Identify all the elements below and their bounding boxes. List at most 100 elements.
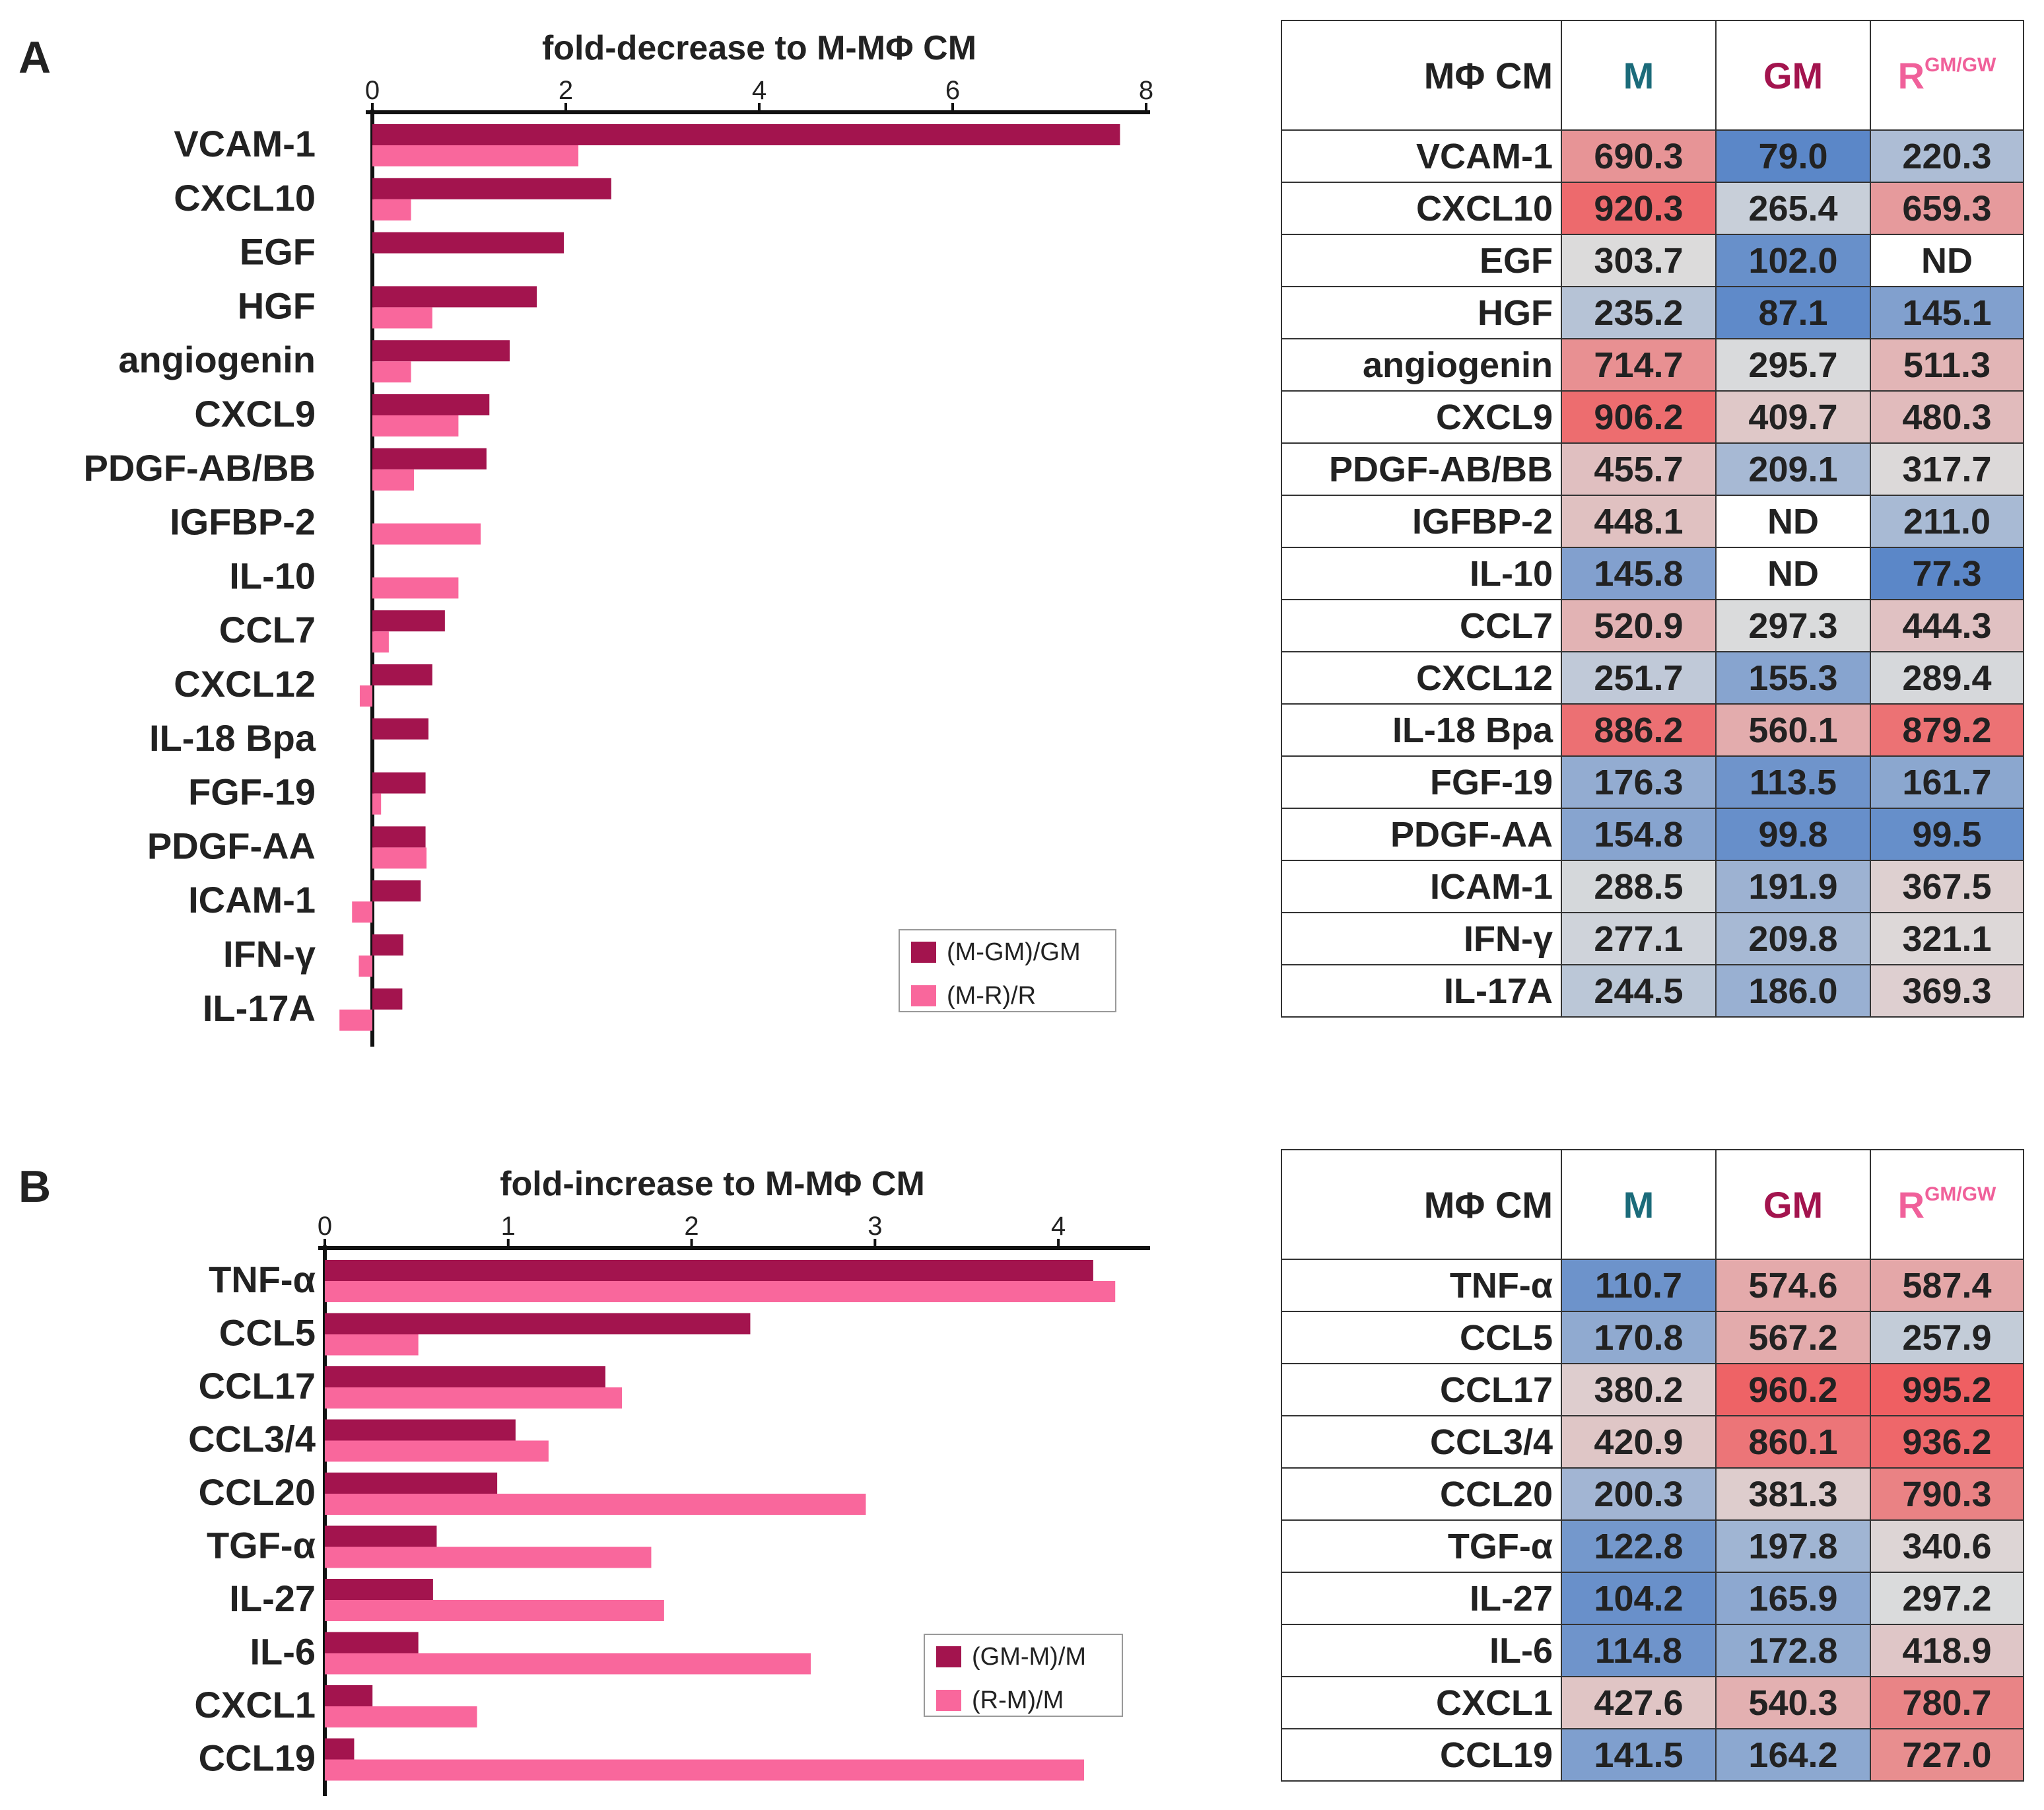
cell-gm: 197.8 [1715, 1519, 1871, 1573]
category-label: PDGF-AA [147, 825, 316, 866]
cell-gm: ND [1715, 547, 1871, 600]
row-label: ICAM-1 [1281, 860, 1562, 913]
category-label: IL-10 [229, 555, 316, 596]
row-label: CCL5 [1281, 1311, 1562, 1364]
bar-series-1 [325, 1579, 433, 1600]
cell-m: 110.7 [1561, 1259, 1717, 1312]
cell-gm: 381.3 [1715, 1467, 1871, 1521]
header-col-m: M [1561, 1149, 1717, 1260]
category-label: EGF [240, 231, 316, 273]
x-tick-label: 2 [684, 1212, 698, 1241]
row-label: TNF-α [1281, 1259, 1562, 1312]
bar-series-1 [325, 1738, 355, 1760]
legend-label: (GM-M)/M [972, 1643, 1086, 1671]
bar-series-2 [325, 1334, 419, 1356]
bar-series-1 [372, 340, 510, 362]
category-label: CCL20 [199, 1471, 316, 1513]
x-tick-label: 6 [945, 76, 960, 105]
header-col-r: RGM/GW [1870, 20, 2024, 131]
category-label: CXCL1 [194, 1684, 316, 1725]
row-label: CXCL9 [1281, 390, 1562, 444]
table-row: CXCL9 906.2 409.7 480.3 [1281, 390, 2024, 444]
panel-label-b: B [18, 1162, 51, 1212]
header-label: MΦ CM [1281, 1149, 1562, 1260]
legend-label: (R-M)/M [972, 1687, 1064, 1714]
row-label: PDGF-AB/BB [1281, 442, 1562, 496]
table-row: TNF-α 110.7 574.6 587.4 [1281, 1259, 2024, 1312]
row-label: TGF-α [1281, 1519, 1562, 1573]
chart-title: fold-increase to M-MΦ CM [500, 1165, 925, 1203]
header-label: MΦ CM [1281, 20, 1562, 131]
cell-gm: 186.0 [1715, 964, 1871, 1018]
category-label: CXCL9 [194, 393, 316, 435]
cell-gm: 265.4 [1715, 182, 1871, 235]
cell-m: 122.8 [1561, 1519, 1717, 1573]
header-col-r-sup: GM/GW [1925, 1183, 1996, 1205]
cell-m: 448.1 [1561, 495, 1717, 548]
bar-series-2 [325, 1706, 477, 1727]
x-tick-label: 0 [318, 1212, 332, 1241]
cell-r: 340.6 [1870, 1519, 2024, 1573]
bar-series-1 [372, 880, 421, 902]
cell-gm: 209.8 [1715, 912, 1871, 965]
cell-gm: 409.7 [1715, 390, 1871, 444]
cell-r: 790.3 [1870, 1467, 2024, 1521]
bar-chart-b: fold-increase to M-MΦ CM 0 1 2 3 4 TNF-α CCL5 CC… [188, 1165, 1150, 1796]
table-row: CXCL12 251.7 155.3 289.4 [1281, 651, 2024, 705]
category-label: ICAM-1 [188, 879, 316, 921]
table-row: CXCL1 427.6 540.3 780.7 [1281, 1676, 2024, 1729]
row-label: IL-27 [1281, 1572, 1562, 1625]
table-row: angiogenin 714.7 295.7 511.3 [1281, 338, 2024, 392]
table-row: IL-6 114.8 172.8 418.9 [1281, 1624, 2024, 1677]
table-row: IL-27 104.2 165.9 297.2 [1281, 1572, 2024, 1625]
bar-series-1 [325, 1473, 498, 1494]
header-col-m: M [1561, 20, 1717, 131]
cell-gm: 155.3 [1715, 651, 1871, 705]
row-label: EGF [1281, 234, 1562, 287]
x-tick-label: 4 [1051, 1212, 1066, 1241]
table-row: VCAM-1 690.3 79.0 220.3 [1281, 129, 2024, 183]
row-label: FGF-19 [1281, 755, 1562, 809]
bar-series-1 [372, 664, 432, 685]
cell-m: 251.7 [1561, 651, 1717, 705]
row-label: PDGF-AA [1281, 808, 1562, 861]
cell-r: 936.2 [1870, 1415, 2024, 1469]
bar-series-2 [325, 1440, 549, 1462]
category-label: CCL19 [199, 1737, 316, 1779]
table-row: IL-10 145.8 ND 77.3 [1281, 547, 2024, 600]
category-label: CXCL10 [174, 177, 316, 219]
table-row: FGF-19 176.3 113.5 161.7 [1281, 755, 2024, 809]
bar-series-2 [325, 1387, 622, 1409]
cell-gm: 567.2 [1715, 1311, 1871, 1364]
bar-series-1 [325, 1525, 437, 1547]
table-row: CCL7 520.9 297.3 444.3 [1281, 599, 2024, 652]
table-header-row: MΦ CM M GM RGM/GW [1281, 20, 2024, 131]
cell-r: 317.7 [1870, 442, 2024, 496]
cell-gm: 79.0 [1715, 129, 1871, 183]
table-row: CCL5 170.8 567.2 257.9 [1281, 1311, 2024, 1364]
x-tick-label: 2 [559, 76, 573, 105]
row-label: IL-6 [1281, 1624, 1562, 1677]
header-col-r-sup: GM/GW [1925, 53, 1996, 76]
table-row: PDGF-AA 154.8 99.8 99.5 [1281, 808, 2024, 861]
cell-r: 297.2 [1870, 1572, 2024, 1625]
cell-m: 244.5 [1561, 964, 1717, 1018]
category-label: PDGF-AB/BB [83, 447, 316, 489]
cell-gm: ND [1715, 495, 1871, 548]
category-label: CCL7 [219, 609, 316, 650]
cell-gm: 99.8 [1715, 808, 1871, 861]
cell-m: 114.8 [1561, 1624, 1717, 1677]
bar-series-2 [359, 685, 372, 707]
legend-label: (M-R)/R [947, 982, 1036, 1010]
cell-gm: 87.1 [1715, 286, 1871, 339]
cell-r: 211.0 [1870, 495, 2024, 548]
bar-series-1 [372, 448, 487, 470]
category-label: TGF-α [207, 1525, 316, 1566]
cell-m: 690.3 [1561, 129, 1717, 183]
cell-m: 906.2 [1561, 390, 1717, 444]
cell-m: 176.3 [1561, 755, 1717, 809]
category-label: HGF [238, 285, 316, 326]
bar-series-2 [372, 631, 389, 653]
x-tick-label: 1 [501, 1212, 516, 1241]
bar-series-2 [372, 361, 411, 383]
